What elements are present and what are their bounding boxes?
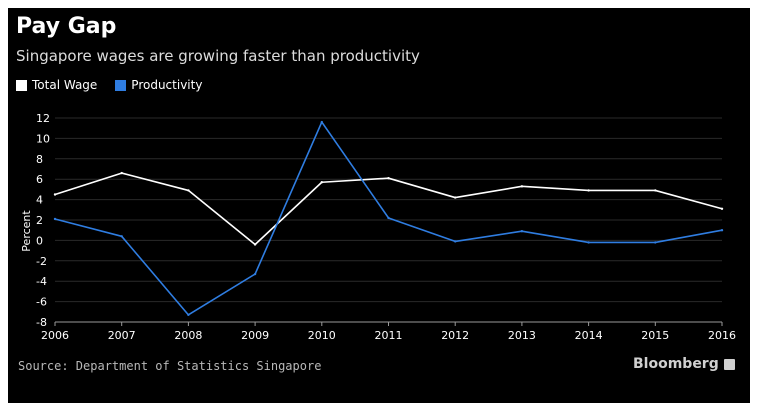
data-point-productivity [520,230,524,233]
legend-swatch-productivity [115,79,127,91]
data-point-productivity [387,216,390,220]
data-point-total-wage [187,189,190,192]
x-tick-label: 2011 [375,329,403,342]
chart-title: Pay Gap [16,14,117,39]
y-tick-label: 4 [36,194,43,207]
y-tick-label: -4 [36,275,47,288]
x-tick-label: 2014 [575,329,603,342]
y-tick-label: -2 [36,255,47,268]
data-point-total-wage [654,189,657,192]
x-tick-label: 2007 [108,329,136,342]
data-point-productivity [454,240,457,243]
series-line-total-wage [54,172,723,246]
y-axis-label: Percent [20,210,33,252]
data-point-productivity [587,241,590,244]
data-point-productivity [53,217,57,221]
legend-swatch-total-wage [16,79,27,91]
data-point-total-wage [387,176,390,180]
legend-label-total-wage: Total Wage [32,78,98,92]
chart-subtitle: Singapore wages are growing faster than … [16,47,420,65]
data-point-total-wage [587,189,590,192]
y-tick-label: 6 [36,173,43,186]
legend: Total Wage Productivity [16,76,220,94]
legend-label-productivity: Productivity [131,78,203,92]
y-tick-label: -8 [36,316,47,329]
brand-logo: Bloomberg [633,356,735,372]
y-tick-label: 12 [36,112,50,125]
data-point-total-wage [253,243,257,246]
x-tick-label: 2013 [508,329,536,342]
data-point-productivity [720,229,724,232]
x-tick-label: 2008 [174,329,202,342]
x-tick-label: 2016 [708,329,736,342]
x-tick-label: 2006 [41,329,69,342]
y-tick-label: 10 [36,132,50,145]
legend-item-total-wage: Total Wage [16,78,97,92]
y-tick-label: -6 [36,296,47,309]
bloomberg-terminal-icon [723,358,735,370]
x-tick-label: 2009 [241,329,269,342]
source-note: Source: Department of Statistics Singapo… [18,359,322,373]
x-tick-label: 2015 [641,329,669,342]
legend-item-productivity: Productivity [115,78,202,92]
data-point-total-wage [320,181,323,184]
data-point-total-wage [720,207,724,210]
data-point-productivity [654,241,657,244]
y-tick-label: 0 [36,234,43,247]
data-point-productivity [253,272,257,276]
data-point-productivity [320,120,323,124]
x-tick-label: 2010 [308,329,336,342]
data-point-total-wage [454,196,457,199]
x-tick-label: 2012 [441,329,469,342]
y-tick-label: 8 [36,153,43,166]
y-tick-label: 2 [36,214,43,227]
data-point-productivity [120,235,123,238]
brand-name: Bloomberg [633,356,719,372]
data-point-total-wage [520,185,524,188]
data-point-total-wage [53,193,57,196]
data-point-total-wage [120,171,123,175]
data-point-productivity [187,313,190,317]
